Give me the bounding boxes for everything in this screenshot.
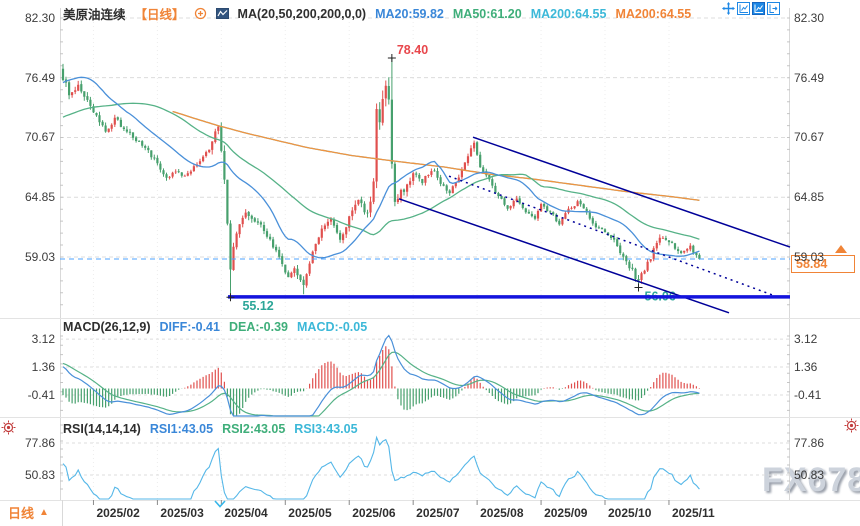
- ma50-value: MA50:61.20: [452, 6, 522, 21]
- price-axis-label-left: 70.67: [24, 130, 55, 145]
- price-axis-label-right: 70.67: [794, 130, 825, 145]
- macd-axis-label-left: -0.41: [27, 387, 55, 402]
- macd-axis-label-right: 1.36: [794, 359, 818, 374]
- price-up-arrow: [835, 245, 847, 253]
- indicator-settings-icon-right[interactable]: [844, 418, 859, 433]
- axis-zoom-icon[interactable]: [737, 2, 750, 15]
- macd-params-label: MACD(26,12,9): [63, 320, 151, 334]
- macd-header: MACD(26,12,9) DIFF:-0.41 DEA:-0.39 MACD:…: [63, 320, 367, 334]
- price-axis-label-right: 76.49: [794, 70, 825, 85]
- price-axis-label-right: 59.03: [794, 250, 825, 265]
- annotation-label: 55.12: [242, 299, 273, 313]
- time-axis-label: 2025/02: [96, 506, 140, 520]
- rsi-header: RSI(14,14,14) RSI1:43.05 RSI2:43.05 RSI3…: [63, 422, 358, 436]
- rsi3-value: RSI3:43.05: [294, 422, 358, 436]
- pan-right-icon[interactable]: [767, 2, 780, 15]
- ma200b-value: MA200:64.55: [615, 6, 692, 21]
- marker-chevron-down-icon: [214, 500, 226, 508]
- indicator-settings-icon-left[interactable]: [1, 420, 16, 435]
- period-dropdown-arrow-icon: ▲: [39, 507, 49, 518]
- price-axis-label-right: 82.30: [794, 11, 825, 25]
- rsi-axis-label-left: 77.86: [24, 436, 55, 450]
- time-axis-label: 2025/05: [288, 506, 332, 520]
- macd-diff-value: DIFF:-0.41: [159, 320, 220, 334]
- time-axis-label: 2025/11: [671, 506, 715, 520]
- macd-hist-value: MACD:-0.05: [297, 320, 368, 334]
- rsi-params-label: RSI(14,14,14): [63, 422, 141, 436]
- price-axis-label-left: 59.03: [24, 250, 55, 265]
- macd-axis-label-right: 3.12: [794, 332, 818, 347]
- rsi-axis-label-left: 50.83: [24, 468, 55, 482]
- time-axis-label: 2025/10: [608, 506, 652, 520]
- time-axis-label: 2025/07: [416, 506, 460, 520]
- chart-toolbar: [722, 2, 780, 15]
- time-axis-label: 2025/03: [160, 506, 204, 520]
- mini-chart-icon[interactable]: [215, 7, 229, 20]
- circle-plus-icon[interactable]: [194, 7, 207, 20]
- price-axis-label-right: 64.85: [794, 190, 825, 205]
- rsi1-value: RSI1:43.05: [149, 422, 214, 436]
- ma20-value: MA20:59.82: [375, 6, 444, 21]
- rsi2-value: RSI2:43.05: [222, 422, 286, 436]
- price-axis-label-left: 64.85: [24, 190, 55, 205]
- annotation-label: 78.40: [397, 43, 428, 57]
- price-axis-label-left: 76.49: [24, 70, 55, 85]
- time-axis-label: 2025/08: [480, 506, 524, 520]
- symbol-title: 美原油连续: [63, 8, 126, 22]
- rsi-axis-label-right: 50.83: [794, 468, 825, 482]
- move-crosshair-icon[interactable]: [722, 2, 735, 15]
- main-chart-header: 美原油连续 【日线】 MA(20,50,200,200,0,0) MA20:59…: [63, 4, 691, 23]
- current-price-tag: 58.84: [791, 255, 855, 273]
- period-label: 日线: [8, 506, 35, 521]
- price-axis-label-left: 82.30: [24, 11, 55, 25]
- period-tag[interactable]: 【日线】: [134, 8, 185, 22]
- rsi-axis-label-right: 77.86: [794, 436, 825, 450]
- period-selector[interactable]: 日线 ▲: [8, 503, 49, 522]
- ma200-value: MA200:64.55: [530, 6, 607, 21]
- watermark: FX678: [762, 461, 860, 499]
- time-axis-label: 2025/04: [224, 506, 268, 520]
- macd-axis-label-left: 3.12: [31, 332, 55, 347]
- time-axis-label: 2025/09: [544, 506, 588, 520]
- ma-params-label: MA(20,50,200,200,0,0): [237, 6, 367, 21]
- macd-dea-value: DEA:-0.39: [228, 320, 289, 334]
- axis-scale-active-icon[interactable]: [752, 2, 765, 15]
- time-axis-label: 2025/06: [352, 506, 396, 520]
- macd-axis-label-right: -0.41: [794, 387, 822, 402]
- macd-axis-label-left: 1.36: [31, 359, 55, 374]
